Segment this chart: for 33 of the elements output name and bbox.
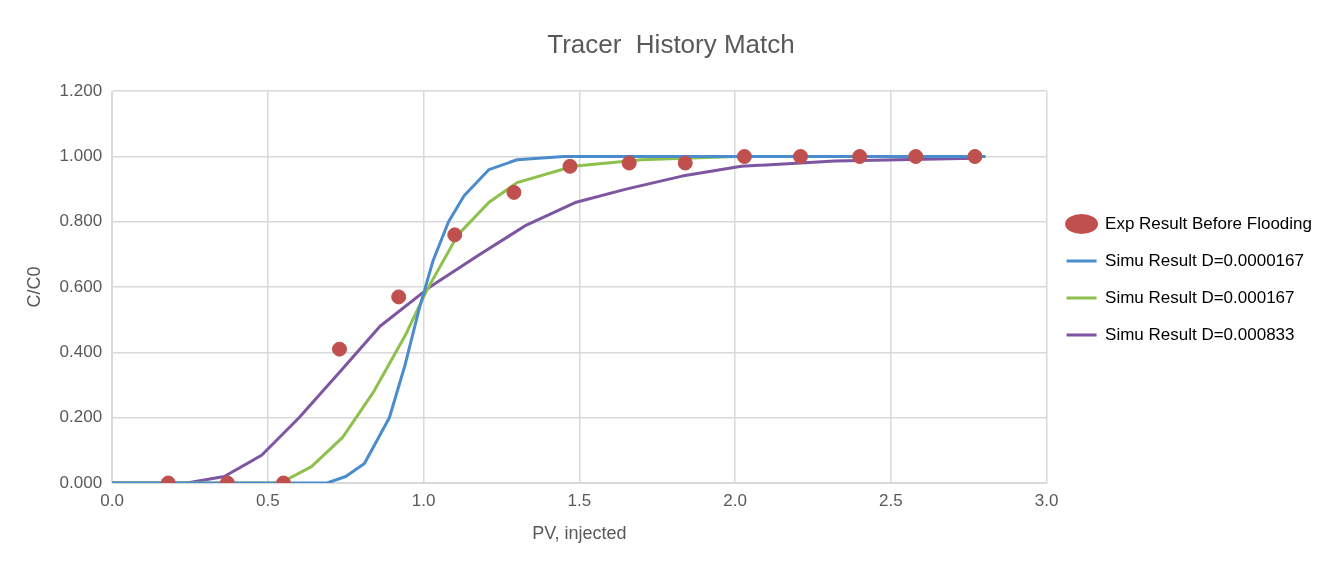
x-tick-label: 3.0 xyxy=(1034,490,1059,510)
point xyxy=(967,149,983,164)
point xyxy=(908,149,924,164)
y-tick-label: 0.000 xyxy=(59,472,103,492)
point xyxy=(621,155,637,171)
y-tick-label: 1.200 xyxy=(59,80,103,100)
point xyxy=(792,149,808,164)
point xyxy=(677,155,693,171)
point xyxy=(506,184,522,200)
legend-label: Simu Result D=0.000167 xyxy=(1105,287,1295,307)
y-axis-title: C/C0 xyxy=(23,266,44,308)
point xyxy=(447,227,463,243)
point xyxy=(852,149,868,164)
legend-label: Exp Result Before Flooding xyxy=(1105,213,1313,233)
point xyxy=(736,149,752,164)
y-tick-label: 1.000 xyxy=(59,146,103,166)
point xyxy=(391,289,407,305)
x-axis-title: PV, injected xyxy=(532,523,627,544)
legend-label: Simu Result D=0.0000167 xyxy=(1105,250,1304,270)
x-tick-label: 2.0 xyxy=(723,490,747,510)
legend-label: Simu Result D=0.000833 xyxy=(1105,324,1295,344)
y-tick-label: 0.600 xyxy=(59,276,103,296)
y-tick-label: 0.800 xyxy=(59,211,103,231)
x-tick-label: 1.5 xyxy=(567,490,592,510)
x-tick-label: 0.5 xyxy=(256,490,280,510)
x-tick-label: 0.0 xyxy=(100,490,124,510)
point xyxy=(332,341,348,357)
point xyxy=(562,158,578,174)
x-tick-label: 2.5 xyxy=(879,490,903,510)
x-tick-label: 1.0 xyxy=(411,490,436,510)
y-tick-label: 0.200 xyxy=(59,407,103,427)
chart-title: Tracer History Match xyxy=(547,28,795,59)
y-tick-label: 0.400 xyxy=(59,342,103,362)
